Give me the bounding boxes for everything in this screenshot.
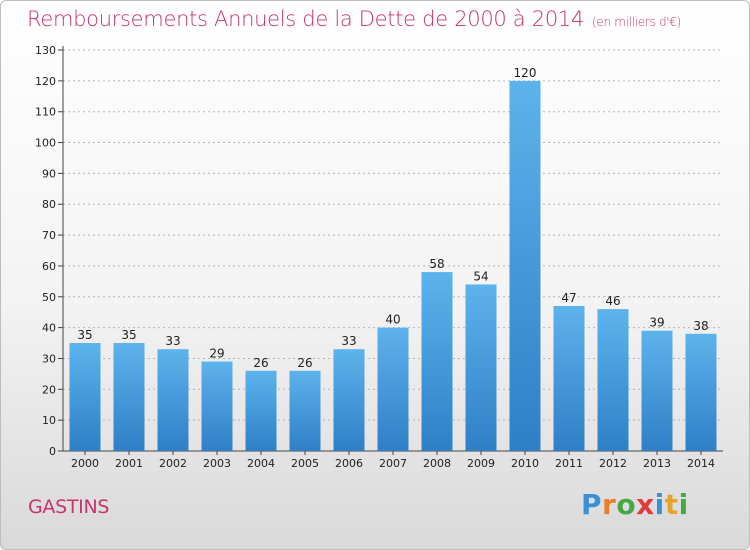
logo-letter: o <box>616 488 637 521</box>
logo-letter: i <box>654 488 665 521</box>
x-tick-label: 2011 <box>555 457 583 470</box>
y-tick-label: 80 <box>42 198 56 211</box>
bar <box>465 284 497 451</box>
x-tick-label: 2007 <box>379 457 407 470</box>
x-tick-label: 2014 <box>687 457 715 470</box>
y-tick-label: 60 <box>42 260 56 273</box>
bar-value-label: 35 <box>77 328 92 342</box>
x-tick-label: 2005 <box>291 457 319 470</box>
x-tick-label: 2006 <box>335 457 363 470</box>
bar-value-label: 26 <box>253 356 268 370</box>
y-tick-label: 100 <box>35 137 56 150</box>
y-tick-label: 50 <box>42 291 56 304</box>
bar-value-label: 29 <box>209 347 224 361</box>
logo-letter: t <box>664 488 679 521</box>
x-tick-label: 2009 <box>467 457 495 470</box>
x-tick-label: 2004 <box>247 457 275 470</box>
y-tick-label: 70 <box>42 229 56 242</box>
bar-value-label: 35 <box>121 328 136 342</box>
bar <box>69 343 101 451</box>
bar-value-label: 54 <box>473 269 488 283</box>
title-text: Remboursements Annuels de la Dette de 20… <box>27 7 584 31</box>
bar <box>377 327 409 451</box>
bar-value-label: 47 <box>561 291 576 305</box>
bar <box>597 309 629 451</box>
y-tick-label: 110 <box>35 106 56 119</box>
x-tick-label: 2001 <box>115 457 143 470</box>
bar <box>157 349 189 451</box>
town-name: GASTINS <box>28 496 110 518</box>
chart-title: Remboursements Annuels de la Dette de 20… <box>27 7 681 31</box>
bar <box>421 272 453 451</box>
y-tick-label: 130 <box>35 44 56 57</box>
logo-letter: P <box>581 488 603 521</box>
x-tick-label: 2010 <box>511 457 539 470</box>
unit-text: (en milliers d'€) <box>592 15 682 29</box>
bar <box>245 370 277 451</box>
bars <box>69 80 717 451</box>
y-tick-label: 30 <box>42 352 56 365</box>
bar-value-label: 38 <box>693 319 708 333</box>
bar <box>333 349 365 451</box>
bar <box>685 333 717 451</box>
bar <box>641 330 673 451</box>
bar <box>289 370 321 451</box>
x-tick-label: 2012 <box>599 457 627 470</box>
bar-value-label: 46 <box>605 294 620 308</box>
y-tick-label: 20 <box>42 383 56 396</box>
y-tick-label: 120 <box>35 75 56 88</box>
logo-letter: x <box>636 488 655 521</box>
y-tick-label: 10 <box>42 414 56 427</box>
bar-value-label: 58 <box>429 257 444 271</box>
bar <box>113 343 145 451</box>
bar <box>553 306 585 451</box>
y-tick-label: 0 <box>49 445 56 458</box>
labels: 35 35 33 29 26 26 33 40 58 54 120 47 46 39 38 <box>77 66 708 370</box>
bar <box>509 80 541 451</box>
bar-value-label: 39 <box>649 316 664 330</box>
bar-value-label: 26 <box>297 356 312 370</box>
x-tick-label: 2013 <box>643 457 671 470</box>
bar-value-label: 40 <box>385 313 400 327</box>
bar-value-label: 120 <box>514 66 537 80</box>
x-tick-label: 2003 <box>203 457 231 470</box>
bar <box>201 361 233 451</box>
logo-letter: i <box>678 488 689 521</box>
y-tick-label: 90 <box>42 167 56 180</box>
x-tick-label: 2000 <box>71 457 99 470</box>
bar-value-label: 33 <box>165 334 180 348</box>
x-tick-label: 2002 <box>159 457 187 470</box>
proxiti-logo: Proxiti <box>581 488 689 521</box>
logo-letter: r <box>602 488 617 521</box>
bar-value-label: 33 <box>341 334 356 348</box>
axes: 0 10 20 30 40 50 60 70 80 90 100 110 120 130 2000 2001 2… <box>35 44 723 470</box>
x-tick-label: 2008 <box>423 457 451 470</box>
y-tick-label: 40 <box>42 322 56 335</box>
